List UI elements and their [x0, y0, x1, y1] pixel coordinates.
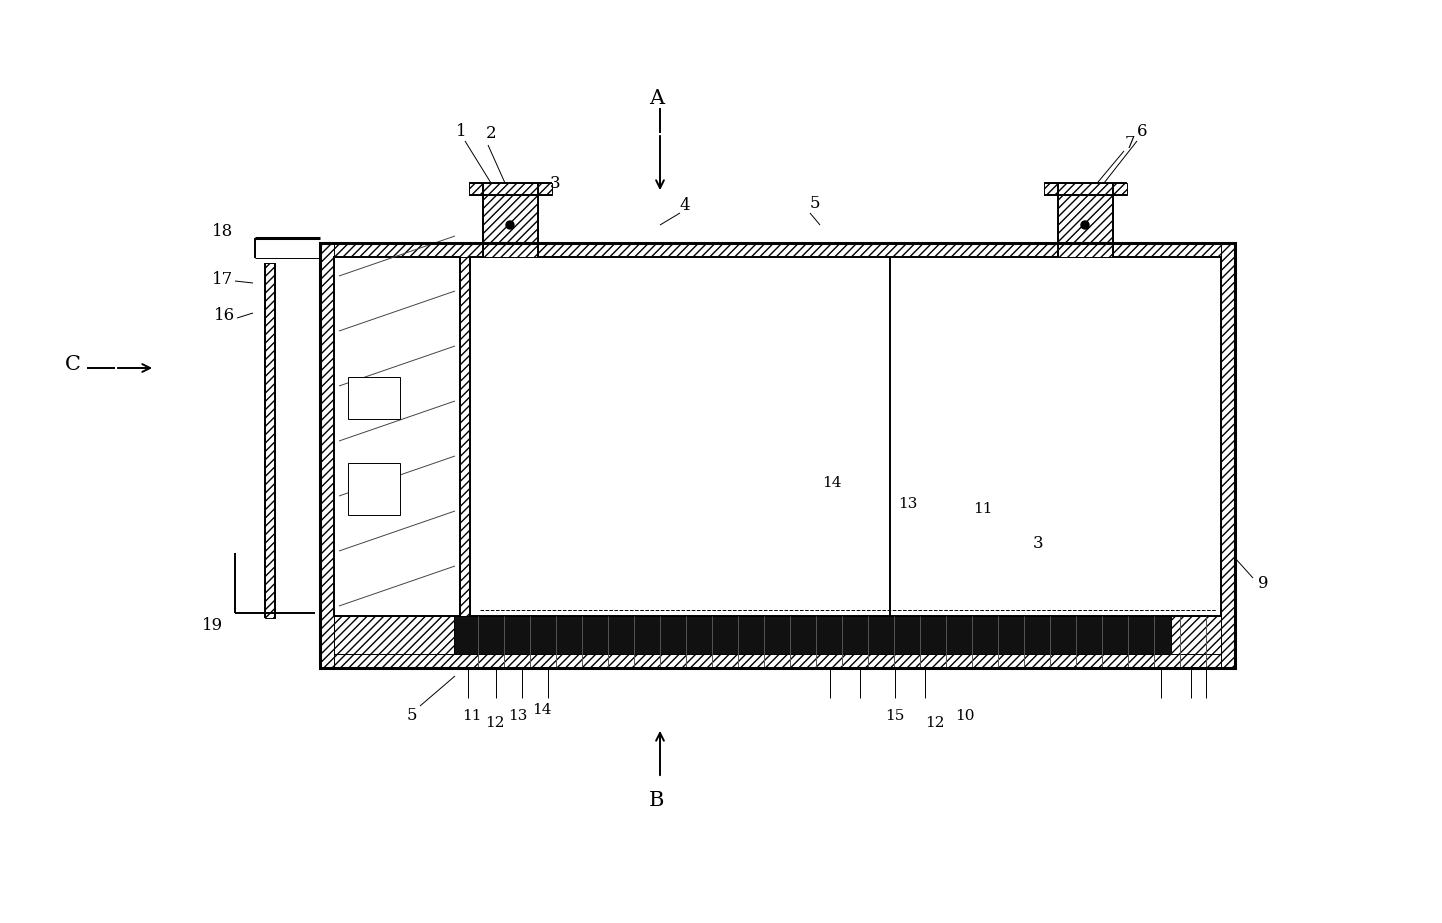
Text: 6: 6 — [1136, 123, 1148, 139]
Bar — [470, 257, 1221, 616]
Bar — [454, 616, 1171, 654]
Bar — [1044, 183, 1128, 195]
Text: 3: 3 — [549, 174, 561, 191]
Bar — [1058, 183, 1113, 257]
Bar — [469, 183, 552, 195]
Text: 16: 16 — [215, 307, 235, 325]
Bar — [335, 616, 1221, 654]
Text: 5: 5 — [407, 708, 417, 725]
Text: 5: 5 — [810, 195, 820, 211]
Text: 9: 9 — [1257, 574, 1269, 592]
Circle shape — [1082, 221, 1089, 229]
Bar — [348, 377, 399, 418]
Bar — [320, 243, 335, 668]
Bar — [348, 463, 399, 515]
Text: 12: 12 — [486, 716, 505, 730]
Text: 15: 15 — [885, 709, 904, 723]
Bar — [320, 654, 1234, 668]
Bar — [265, 263, 275, 618]
Bar — [1221, 243, 1234, 668]
Bar — [335, 257, 460, 616]
Circle shape — [506, 221, 513, 229]
Text: 3: 3 — [1032, 535, 1044, 553]
Text: 14: 14 — [532, 703, 552, 717]
Bar — [483, 183, 538, 257]
Text: 11: 11 — [463, 709, 482, 723]
Text: 2: 2 — [486, 125, 496, 141]
Text: C: C — [65, 355, 81, 375]
Text: A: A — [649, 89, 665, 107]
Text: 17: 17 — [212, 270, 234, 287]
Text: 13: 13 — [898, 497, 917, 511]
Text: B: B — [649, 790, 665, 809]
Text: 1: 1 — [456, 123, 466, 139]
Text: 11: 11 — [973, 502, 992, 516]
Text: 18: 18 — [212, 222, 234, 239]
Text: 12: 12 — [926, 716, 945, 730]
Bar — [460, 257, 470, 616]
Text: 13: 13 — [509, 709, 528, 723]
Text: 10: 10 — [955, 709, 975, 723]
Bar — [320, 243, 1234, 257]
Text: 19: 19 — [202, 617, 224, 633]
Text: 14: 14 — [822, 476, 842, 490]
Text: 7: 7 — [1125, 135, 1135, 151]
Bar — [320, 243, 1234, 668]
Text: 4: 4 — [679, 197, 691, 213]
